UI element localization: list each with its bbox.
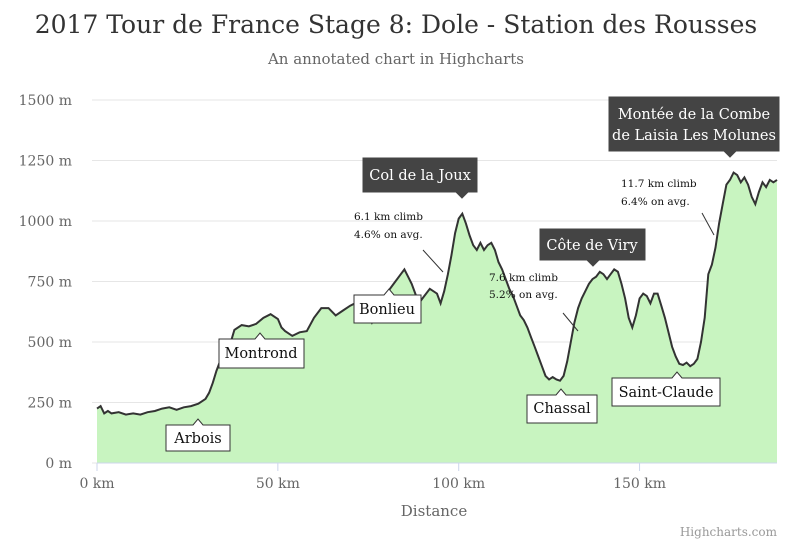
y-tick-label: 500 m bbox=[28, 335, 72, 351]
chart-title: 2017 Tour de France Stage 8: Dole - Stat… bbox=[35, 10, 758, 39]
svg-text:Bonlieu: Bonlieu bbox=[359, 302, 415, 318]
callout-montrond: Montrond bbox=[218, 332, 305, 369]
climb-note-1: 6.1 km climb 4.6% on avg. bbox=[354, 211, 423, 241]
climb-note-3: 11.7 km climb 6.4% on avg. bbox=[621, 178, 697, 208]
svg-text:5.2% on avg.: 5.2% on avg. bbox=[489, 289, 558, 301]
svg-text:Côte de Viry: Côte de Viry bbox=[546, 238, 638, 254]
elevation-line bbox=[96, 171, 778, 416]
y-tick-label: 0 m bbox=[45, 456, 72, 472]
y-axis-ticks: 0 m 250 m 500 m 750 m 1000 m 1250 m 1500 m bbox=[19, 93, 72, 472]
svg-text:4.6% on avg.: 4.6% on avg. bbox=[354, 229, 423, 241]
climb-connector-3 bbox=[701, 212, 715, 236]
y-tick-label: 1500 m bbox=[19, 93, 72, 109]
svg-text:11.7 km climb: 11.7 km climb bbox=[621, 178, 697, 190]
svg-text:Arbois: Arbois bbox=[173, 431, 222, 447]
climb-note-2: 7.6 km climb 5.2% on avg. bbox=[489, 272, 558, 301]
callout-saint-claude: Saint-Claude bbox=[611, 371, 721, 407]
svg-text:Montée de la Combe: Montée de la Combe bbox=[618, 107, 770, 123]
climb-connector-1 bbox=[422, 249, 444, 273]
x-axis-ticks: 0 km 50 km 100 km 150 km bbox=[79, 463, 666, 492]
callout-col-de-la-joux: Col de la Joux bbox=[362, 157, 478, 199]
x-tick-label: 50 km bbox=[256, 476, 300, 492]
svg-text:6.1 km climb: 6.1 km climb bbox=[354, 211, 423, 223]
callout-arbois: Arbois bbox=[165, 418, 231, 452]
svg-text:Montrond: Montrond bbox=[224, 346, 297, 362]
svg-text:7.6 km climb: 7.6 km climb bbox=[489, 272, 558, 284]
svg-text:Chassal: Chassal bbox=[533, 401, 591, 417]
svg-text:de Laisia Les Molunes: de Laisia Les Molunes bbox=[612, 128, 776, 144]
svg-text:Col de la Joux: Col de la Joux bbox=[369, 168, 471, 184]
callout-bonlieu: Bonlieu bbox=[353, 288, 422, 324]
chart-subtitle: An annotated chart in Highcharts bbox=[267, 50, 524, 68]
x-tick-label: 100 km bbox=[432, 476, 485, 492]
y-tick-label: 250 m bbox=[28, 396, 72, 412]
callout-chassal: Chassal bbox=[526, 388, 598, 424]
y-tick-label: 1000 m bbox=[19, 214, 72, 230]
y-tick-label: 750 m bbox=[28, 275, 72, 291]
callout-montee-de-la-combe: Montée de la Combe de Laisia Les Molunes bbox=[608, 96, 780, 158]
climb-connectors bbox=[422, 212, 715, 332]
callout-cote-de-viry: Côte de Viry bbox=[539, 228, 646, 267]
x-tick-label: 150 km bbox=[613, 476, 666, 492]
y-tick-label: 1250 m bbox=[19, 154, 72, 170]
x-axis-title: Distance bbox=[401, 502, 468, 520]
climb-connector-2 bbox=[562, 312, 579, 332]
x-tick-label: 0 km bbox=[79, 476, 114, 492]
svg-text:Saint-Claude: Saint-Claude bbox=[619, 385, 714, 401]
credits-link[interactable]: Highcharts.com bbox=[680, 525, 778, 539]
elevation-area bbox=[97, 172, 777, 463]
svg-text:6.4% on avg.: 6.4% on avg. bbox=[621, 196, 690, 208]
